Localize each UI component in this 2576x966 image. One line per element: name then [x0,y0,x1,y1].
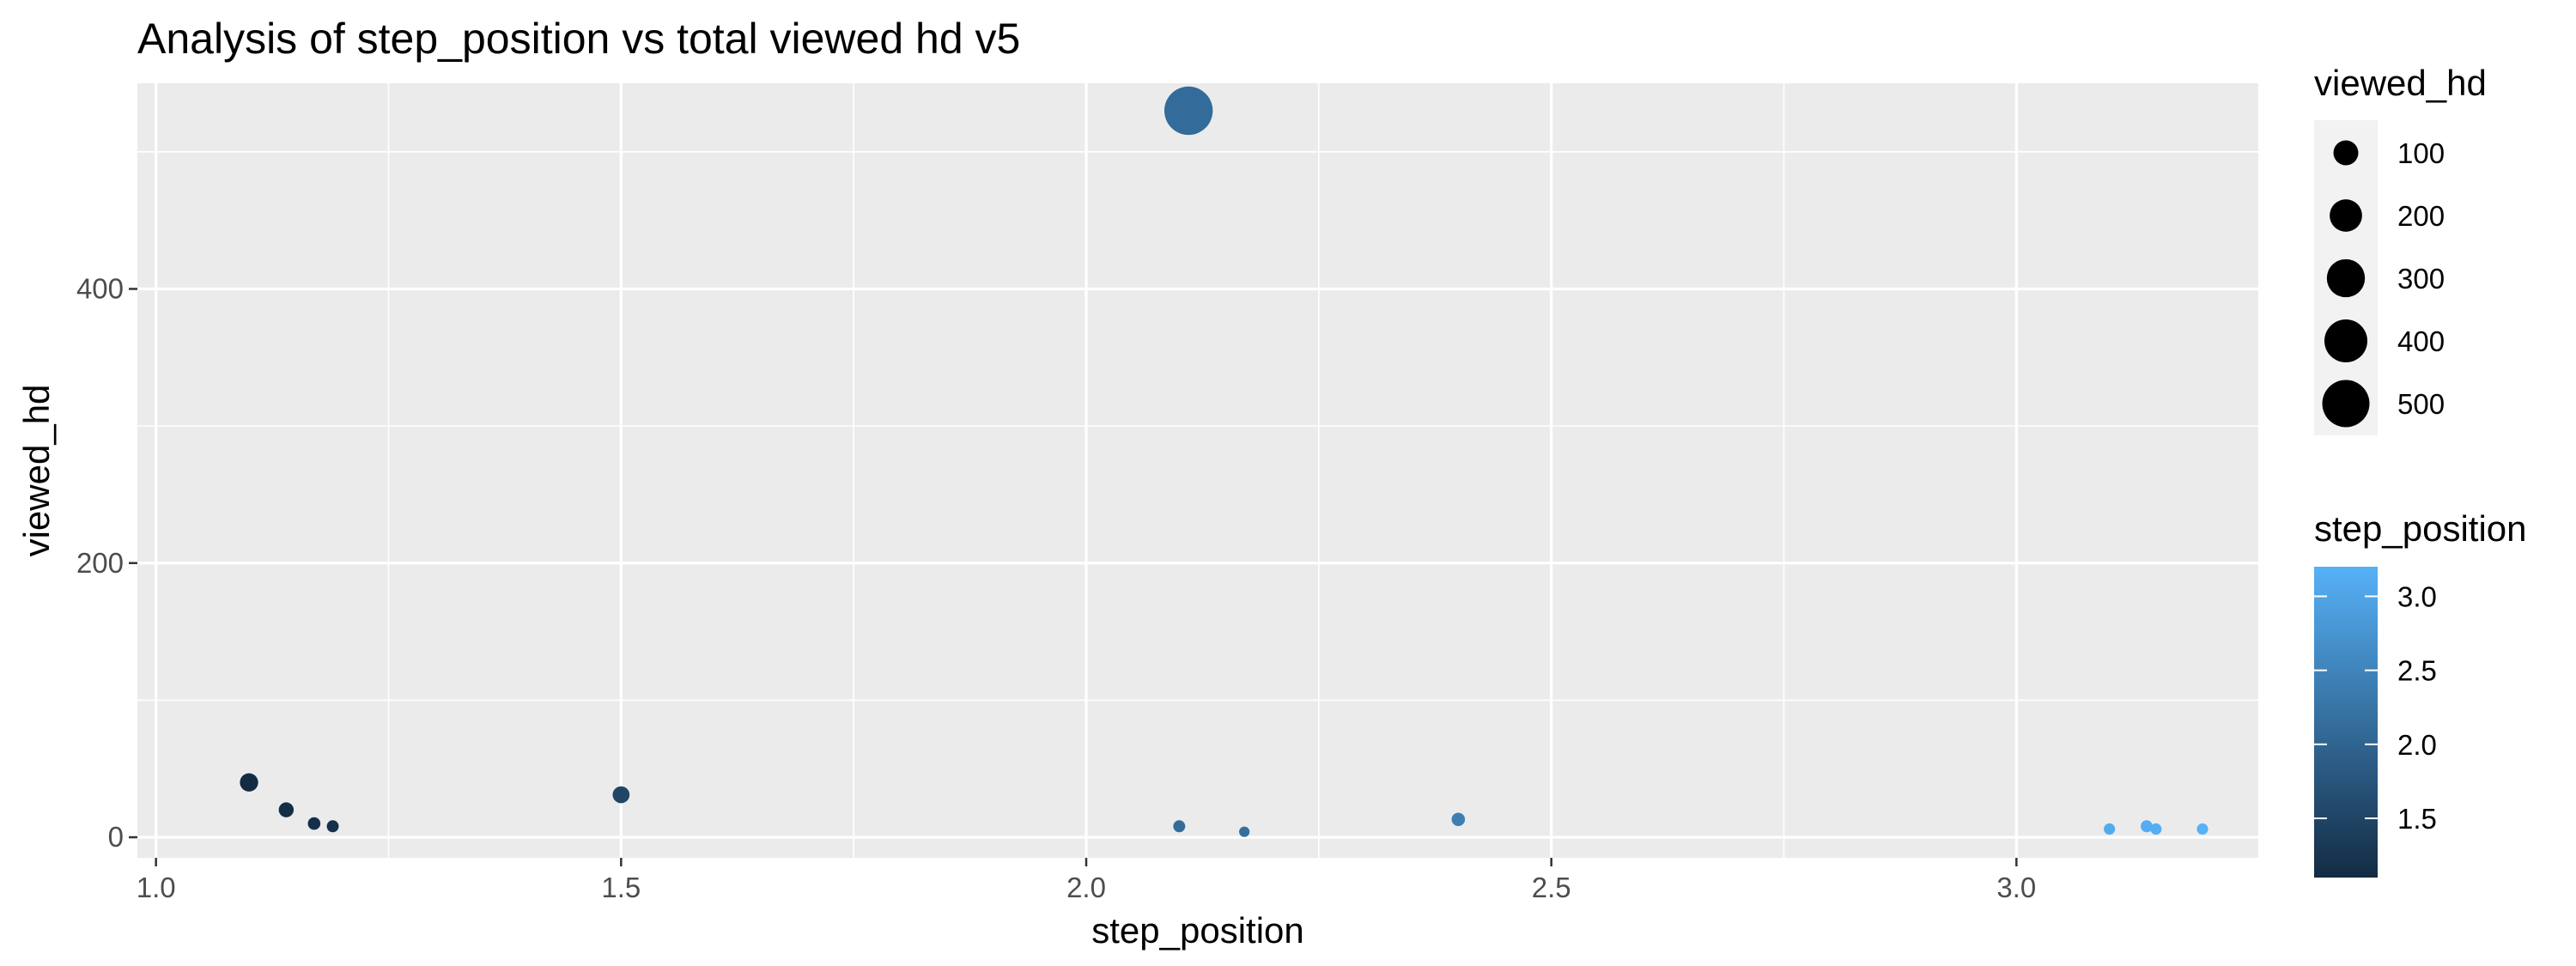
data-point [2196,823,2208,835]
data-point [2150,823,2162,835]
y-tick-label: 200 [76,547,124,579]
plot-panel [137,83,2258,858]
y-axis: 0 200 400 [76,272,137,853]
data-point [240,773,258,792]
x-axis-title: step_position [1091,910,1304,951]
color-legend-title: step_position [2314,508,2527,549]
size-legend-key [2333,140,2359,166]
size-legend-title: viewed_hd [2314,63,2487,103]
data-point [2141,820,2153,833]
x-tick-label: 3.0 [1996,872,2036,903]
data-point [2104,823,2116,835]
size-legend-key [2324,319,2367,362]
data-point [307,817,321,830]
colorbar-label: 1.5 [2397,803,2437,835]
colorbar-label: 2.5 [2397,655,2437,687]
x-tick-label: 1.0 [137,872,176,903]
size-legend-label: 500 [2397,388,2445,420]
data-point [326,820,339,833]
size-legend-key [2326,258,2366,298]
color-legend-ticks: 1.5 2.0 2.5 3.0 [2314,580,2437,835]
colorbar-label: 3.0 [2397,580,2437,612]
data-point [278,802,295,817]
colorbar-label: 2.0 [2397,729,2437,761]
size-legend-key [2330,199,2362,232]
data-point [1163,86,1213,136]
size-legend-label: 100 [2397,137,2445,169]
x-axis: 1.0 1.5 2.0 2.5 3.0 [137,858,2036,903]
y-axis-title: viewed_hd [16,385,57,557]
y-tick-label: 0 [108,821,124,853]
size-legend-key [2322,380,2370,428]
data-point [1239,826,1250,837]
y-tick-label: 400 [76,272,124,304]
size-legend-label: 400 [2397,325,2445,357]
data-point [1451,812,1466,827]
x-tick-label: 2.5 [1532,872,1571,903]
x-tick-label: 2.0 [1066,872,1106,903]
x-tick-label: 1.5 [601,872,641,903]
size-legend: 100 200 300 400 500 [2322,137,2445,428]
data-points [240,86,2208,837]
data-point [1173,820,1186,833]
grid-lines [137,83,2258,858]
size-legend-label: 300 [2397,263,2445,295]
chart-title: Analysis of step_position vs total viewe… [137,15,1020,63]
size-legend-label: 200 [2397,200,2445,232]
data-point [612,786,630,804]
colorbar [2314,567,2378,878]
